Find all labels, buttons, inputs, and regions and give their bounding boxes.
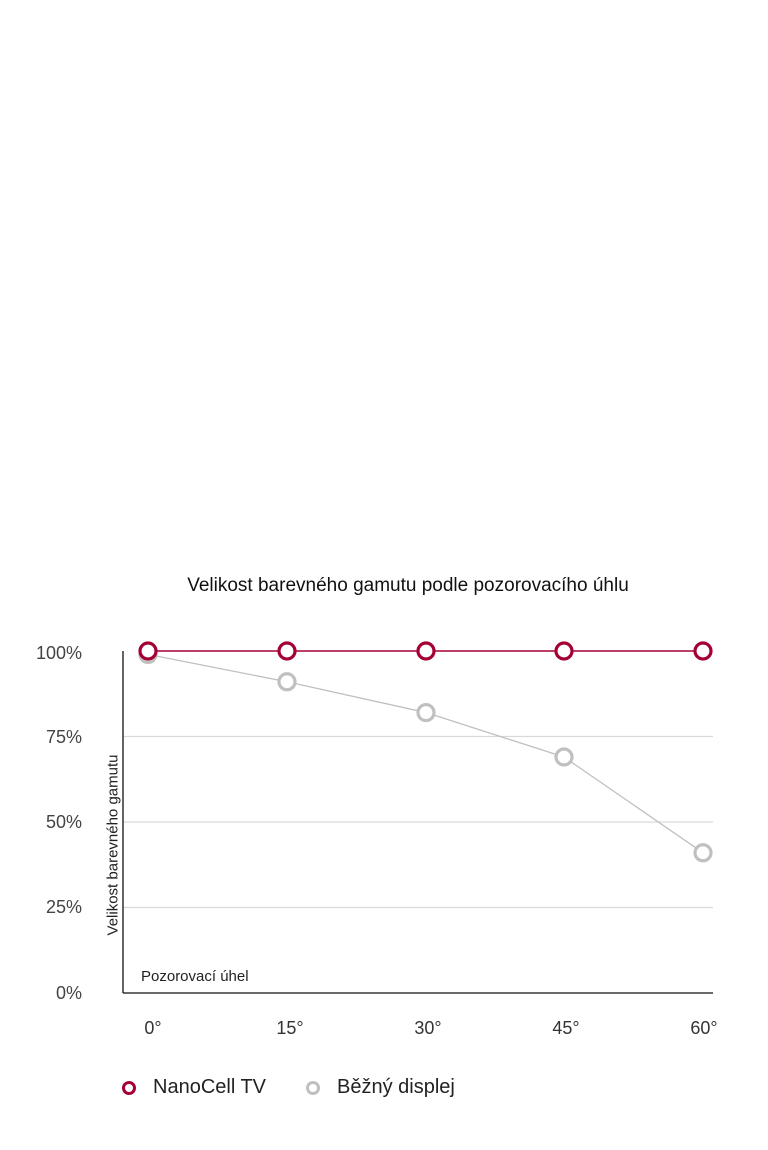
x-tick-0: 0° [144,1018,162,1038]
chart-title: Velikost barevného gamutu podle pozorova… [187,575,629,596]
x-tick-45: 45° [552,1018,580,1038]
y-tick-100: 100% [35,643,82,663]
legend-label: Běžný displej [337,1076,455,1098]
y-tick-75: 75% [45,727,82,747]
y-tick-50: 50% [45,812,82,832]
series-line [147,653,704,854]
data-point-marker [277,641,297,661]
data-point-marker [554,641,574,661]
data-point-marker [138,641,158,661]
data-point-marker [277,672,297,692]
x-tick-15: 15° [276,1018,304,1038]
x-tick-30: 30° [414,1018,442,1038]
circle-marker-icon [306,1080,321,1095]
y-tick-25: 25% [45,897,82,917]
legend: NanoCell TV Běžný displej [122,1076,495,1099]
legend-item-nanocell: NanoCell TV [122,1076,266,1099]
circle-marker-icon [122,1080,136,1095]
y-tick-0: 0% [55,983,82,1003]
data-point-marker [554,747,574,767]
gridlines [123,735,713,909]
data-point-marker [693,641,713,661]
legend-item-bezny-displej: Běžný displej [306,1076,455,1099]
y-axis-label: Velikost barevného gamutu [104,754,122,936]
legend-label: NanoCell TV [153,1076,267,1098]
data-point-marker [416,702,436,723]
data-point-marker [416,641,436,661]
x-tick-60: 60° [690,1018,718,1038]
series-group [138,641,713,863]
data-point-marker [693,843,713,863]
x-axis-label: Pozorovací úhel [141,968,249,985]
